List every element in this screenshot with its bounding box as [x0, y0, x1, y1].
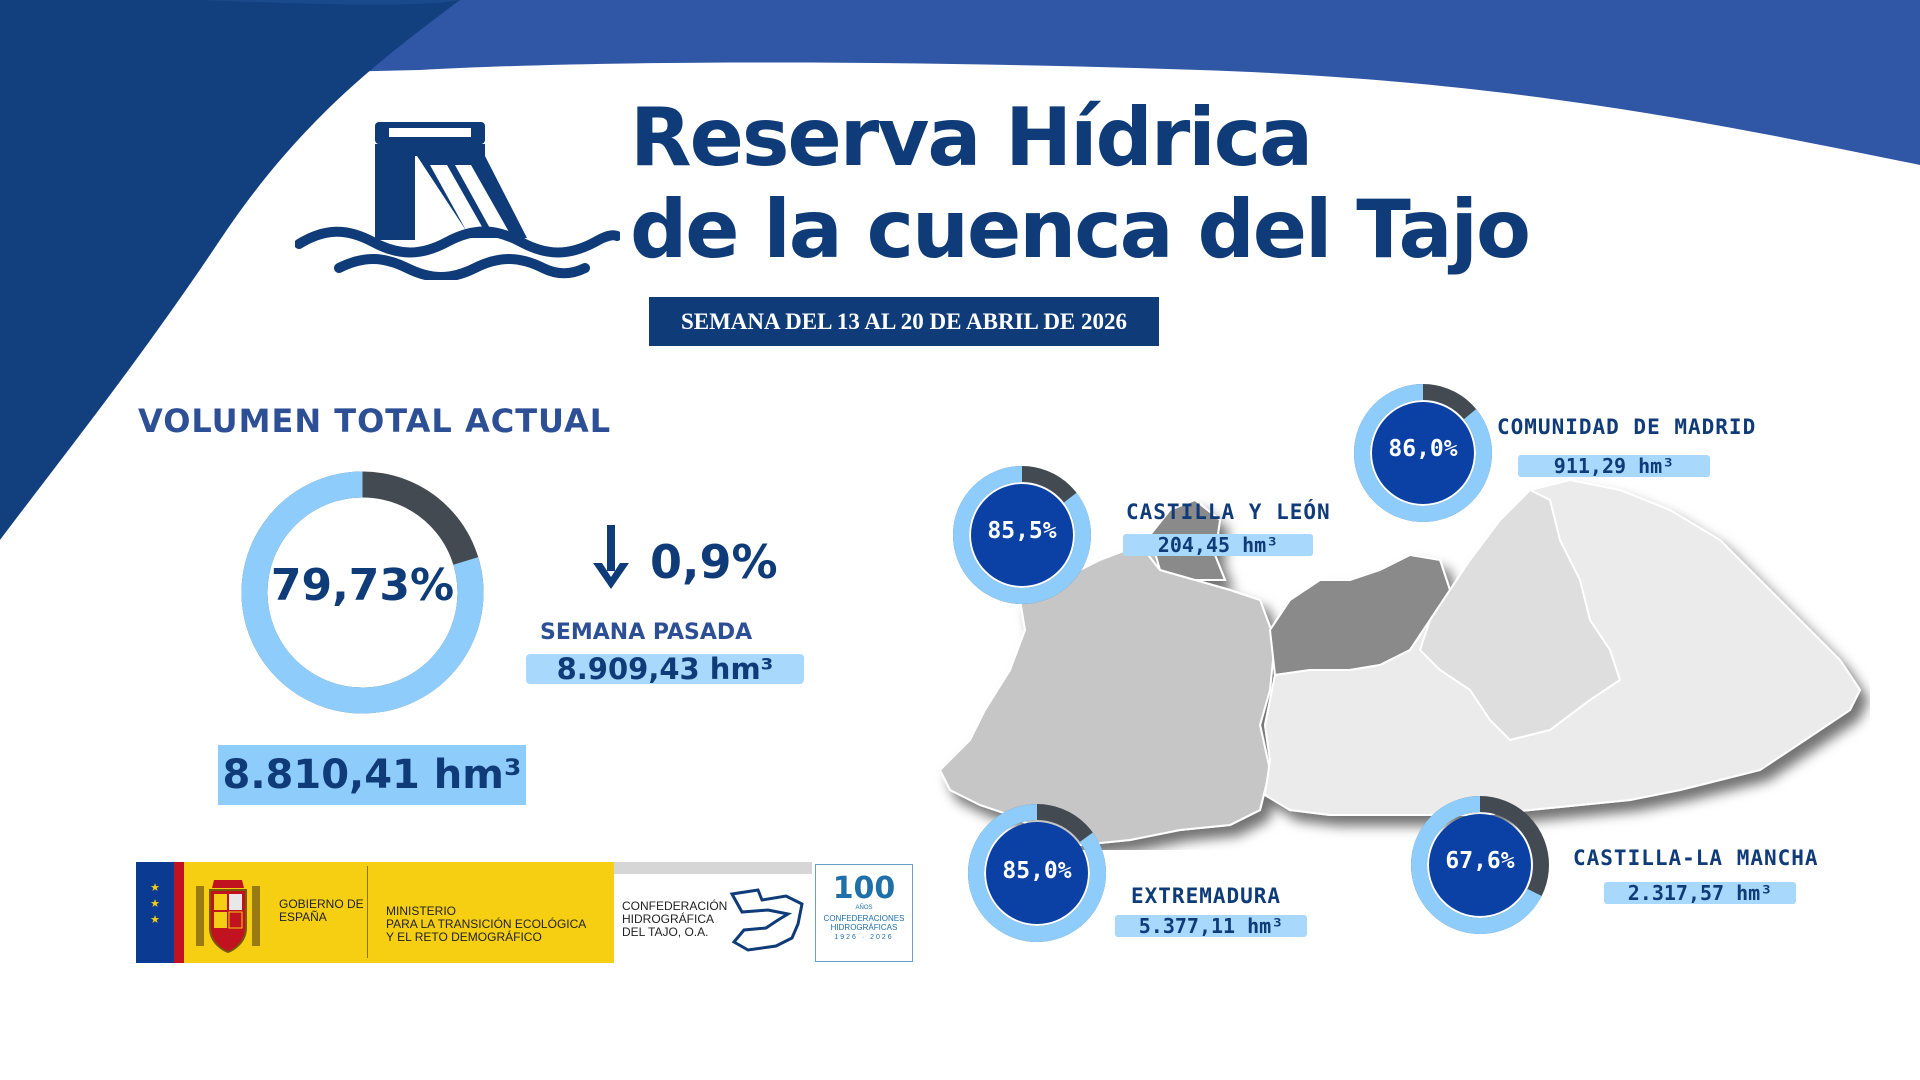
ministerio-line-1: MINISTERIO	[386, 904, 457, 918]
region-name-madrid: COMUNIDAD DE MADRID	[1497, 415, 1757, 439]
week-banner: SEMANA DEL 13 AL 20 DE ABRIL DE 2026	[649, 297, 1159, 346]
last-week-label: SEMANA PASADA	[540, 620, 753, 645]
gobierno-text: GOBIERNO DE ESPAÑA	[279, 897, 364, 924]
confederacion-line-2: HIDROGRÁFICA	[622, 912, 715, 926]
anniversary-logo: 100 AÑOS CONFEDERACIONES HIDROGRÁFICAS 1…	[815, 864, 913, 962]
region-donut-extremadura	[968, 804, 1106, 942]
region-name-extremadura: EXTREMADURA	[1131, 884, 1282, 908]
region-donut-castilla-leon	[953, 466, 1091, 604]
total-percent: 79,73%	[270, 560, 455, 611]
logo-divider	[367, 866, 368, 958]
region-percent-castilla-la-mancha: 67,6%	[1445, 848, 1515, 874]
anniversary-line-1: CONFEDERACIONES	[823, 914, 905, 923]
anniversary-dates: 1926 · 2026	[834, 934, 894, 941]
region-percent-castilla-leon: 85,5%	[987, 518, 1057, 544]
tajo-basin-logo-icon	[729, 888, 804, 952]
total-donut-fill	[241, 471, 484, 714]
region-volume-extremadura: 5.377,11 hm³	[1115, 914, 1307, 938]
region-name-castilla-leon: CASTILLA Y LEÓN	[1126, 500, 1331, 524]
ministerio-line-2: PARA LA TRANSICIÓN ECOLÓGICA	[386, 917, 587, 931]
confederacion-line-1: CONFEDERACIÓN	[622, 899, 728, 913]
dam-water-icon	[295, 122, 620, 280]
region-donut-castilla-la-mancha	[1411, 796, 1549, 934]
eu-flag-stripe: ★ ★ ★	[136, 862, 174, 963]
confederacion-band	[614, 862, 812, 874]
region-name-castilla-la-mancha: CASTILLA-LA MANCHA	[1573, 846, 1819, 870]
region-volume-castilla-la-mancha: 2.317,57 hm³	[1604, 881, 1796, 905]
anniversary-years: AÑOS	[855, 905, 873, 911]
region-donut-madrid	[1354, 384, 1492, 522]
total-volume: 8.810,41 hm³	[218, 745, 526, 805]
confederacion-label: CONFEDERACIÓN HIDROGRÁFICA DEL TAJO, O.A…	[622, 900, 732, 939]
title-line-2: de la cuenca del Tajo	[630, 183, 1531, 276]
tajo-basin-map	[938, 478, 1862, 847]
region-volume-madrid: 911,29 hm³	[1518, 454, 1710, 478]
region-volume-castilla-leon: 204,45 hm³	[1123, 533, 1313, 557]
last-week-volume: 8.909,43 hm³	[526, 652, 804, 686]
ministerio-line-3: Y EL RETO DEMOGRÁFICO	[386, 930, 542, 944]
arrow-down-icon	[593, 525, 629, 589]
region-percent-extremadura: 85,0%	[1002, 858, 1072, 884]
weekly-change: 0,9%	[650, 535, 778, 589]
gobierno-label: GOBIERNO DE ESPAÑA	[279, 898, 369, 924]
page-title: Reserva Hídrica de la cuenca del Tajo	[630, 91, 1531, 276]
spain-flag-stripe	[174, 862, 184, 963]
region-percent-madrid: 86,0%	[1388, 436, 1458, 462]
confederacion-line-3: DEL TAJO, O.A.	[622, 925, 709, 939]
ministerio-label: MINISTERIO PARA LA TRANSICIÓN ECOLÓGICA …	[386, 905, 616, 944]
anniversary-number: 100	[832, 871, 896, 906]
anniversary-line-2: HIDROGRÁFICAS	[830, 923, 898, 932]
total-donut	[241, 471, 484, 714]
total-heading: VOLUMEN TOTAL ACTUAL	[138, 402, 612, 440]
coat-of-arms-icon	[196, 880, 260, 954]
title-line-1: Reserva Hídrica	[630, 91, 1313, 184]
